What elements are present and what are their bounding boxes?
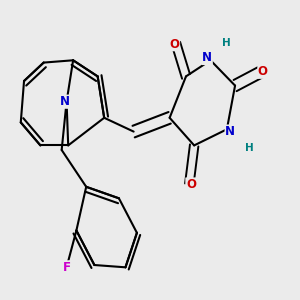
Text: N: N [60,95,70,108]
Text: O: O [258,65,268,78]
Text: H: H [245,143,254,153]
Text: F: F [63,261,70,274]
Text: N: N [225,125,235,138]
Text: H: H [222,38,231,48]
Text: O: O [186,178,196,191]
Text: N: N [202,52,212,64]
Text: O: O [169,38,179,51]
